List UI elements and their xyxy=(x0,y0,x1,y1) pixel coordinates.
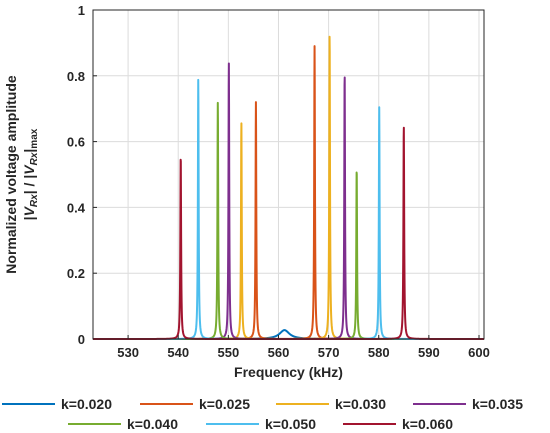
x-tick-label: 570 xyxy=(318,345,340,360)
x-tick-label: 540 xyxy=(167,345,189,360)
legend-item: k=0.035 xyxy=(413,396,523,412)
x-tick-label: 550 xyxy=(217,345,239,360)
axes-box xyxy=(92,9,485,340)
legend-item: k=0.025 xyxy=(140,396,250,412)
x-tick-label: 530 xyxy=(117,345,139,360)
series-line-k0040 xyxy=(92,101,485,340)
legend-item: k=0.060 xyxy=(343,416,453,432)
y-axis-label-line2: |VRx| / |VRx|max xyxy=(21,128,40,220)
legend-label: k=0.050 xyxy=(265,416,316,432)
legend-label: k=0.035 xyxy=(472,396,523,412)
y-label-part: | xyxy=(21,216,37,220)
series-layer xyxy=(92,35,485,340)
legend-item: k=0.050 xyxy=(206,416,316,432)
ticks: 530 540 550 560 570 580 590 600 0 0.2 0.4 0.6 0.8 1 xyxy=(67,3,490,360)
y-axis-label: Normalized voltage amplitude |VRx| / |VR… xyxy=(3,75,40,274)
series-line-k0050 xyxy=(92,78,485,340)
legend-item: k=0.040 xyxy=(68,416,178,432)
legend-label: k=0.025 xyxy=(199,396,250,412)
y-label-part: max xyxy=(29,128,40,148)
y-label-part: V xyxy=(21,205,37,216)
legend-item: k=0.030 xyxy=(276,396,386,412)
grid-lines xyxy=(93,9,484,340)
legend-item: k=0.020 xyxy=(2,396,112,412)
y-tick-label: 0.6 xyxy=(67,135,85,150)
y-tick-label: 0.8 xyxy=(67,69,85,84)
y-label-part: Rx xyxy=(29,194,40,207)
x-tick-label: 560 xyxy=(268,345,290,360)
legend-label: k=0.030 xyxy=(335,396,386,412)
series-line-k0030 xyxy=(92,35,485,340)
y-tick-label: 0.4 xyxy=(67,200,86,215)
x-tick-label: 580 xyxy=(368,345,390,360)
y-label-part: | xyxy=(21,149,37,153)
y-tick-label: 0.2 xyxy=(67,266,85,281)
y-tick-label: 0 xyxy=(78,332,85,347)
series-line-k0020 xyxy=(92,329,485,340)
legend-label: k=0.060 xyxy=(402,416,453,432)
series-line-k0025 xyxy=(92,45,485,340)
legend: k=0.020 k=0.025 k=0.030 k=0.035 k=0.040 k=0.0… xyxy=(2,396,523,432)
series-line-k0035 xyxy=(92,62,485,340)
y-label-part: V xyxy=(21,164,37,175)
series-line-k0060 xyxy=(92,126,485,340)
legend-label: k=0.040 xyxy=(127,416,178,432)
x-axis-label: Frequency (kHz) xyxy=(234,364,343,380)
y-label-part: Rx xyxy=(29,152,40,165)
x-tick-label: 590 xyxy=(418,345,440,360)
y-tick-label: 1 xyxy=(78,3,85,18)
y-label-part: | / | xyxy=(21,175,37,195)
y-axis-label-line1: Normalized voltage amplitude xyxy=(3,75,19,274)
legend-label: k=0.020 xyxy=(61,396,112,412)
x-tick-label: 600 xyxy=(468,345,490,360)
